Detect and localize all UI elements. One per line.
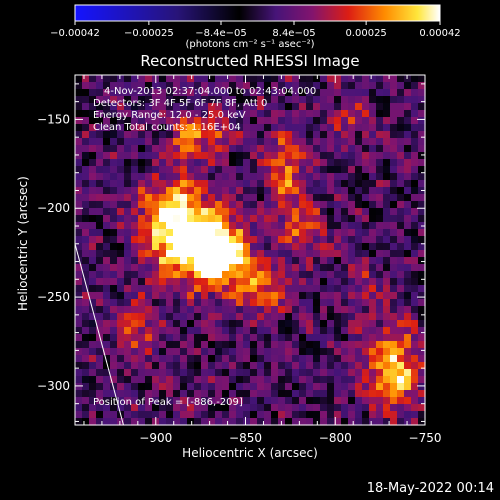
y-tick-label: −150: [37, 112, 70, 126]
x-tick-label: −800: [319, 431, 352, 445]
chart-title: Reconstructed RHESSI Image: [140, 52, 360, 70]
footer-timestamp: 18-May-2022 00:14: [366, 481, 494, 496]
colorbar-tick-label: −0.00042: [50, 28, 100, 39]
y-tick-label: −200: [37, 201, 70, 215]
plot-frame: [74, 74, 426, 426]
colorbar-tick-label: 0.00042: [419, 28, 460, 39]
x-tick-label: −900: [139, 431, 172, 445]
colorbar-tick-label: −0.00025: [124, 28, 174, 39]
annotation-energy-range: Energy Range: 12.0 - 25.0 keV: [93, 110, 246, 121]
colorbar-tick-label: −8.4e−05: [195, 28, 247, 39]
x-tick-label: −750: [409, 431, 442, 445]
annotation-detectors: Detectors: 3F 4F 5F 6F 7F 8F, Att 0: [93, 98, 268, 109]
colorbar-tick-label: 0.00025: [345, 28, 386, 39]
colorbar-units: (photons cm⁻² s⁻¹ asec⁻²): [185, 39, 315, 50]
annotation-clean-counts: Clean Total counts: 1.16E+04: [93, 122, 241, 133]
y-tick-label: −250: [37, 290, 70, 304]
y-axis-label: Heliocentric Y (arcsec): [16, 176, 30, 311]
x-tick-label: −850: [229, 431, 262, 445]
annotation-peak-position: Position of Peak = [-886,-209]: [93, 397, 243, 408]
y-tick-label: −300: [37, 379, 70, 393]
solar-limb-line: [74, 243, 124, 426]
colorbar-frame: [74, 4, 441, 22]
annotation-time-range: 4-Nov-2013 02:37:04.000 to 02:43:04.000: [104, 86, 317, 97]
colorbar-tick-label: 8.4e−05: [272, 28, 315, 39]
x-axis-label: Heliocentric X (arcsec): [182, 446, 318, 460]
